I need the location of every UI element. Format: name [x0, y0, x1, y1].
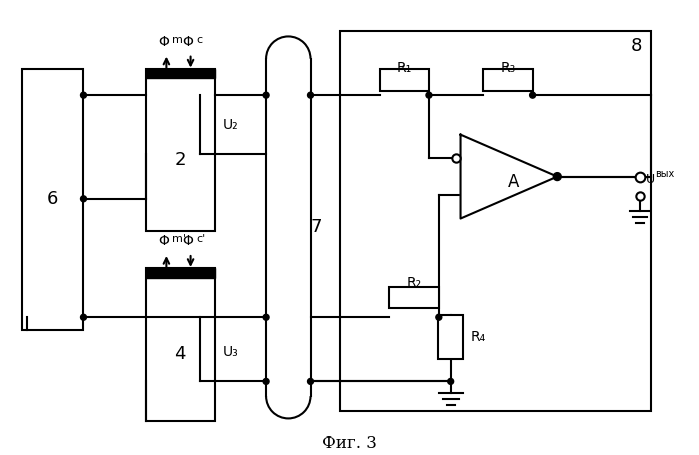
Text: Φ: Φ: [158, 35, 169, 49]
Text: 6: 6: [48, 190, 59, 208]
Bar: [22, 69, 83, 330]
Text: Φ: Φ: [182, 234, 193, 248]
Bar: [145, 69, 215, 78]
Text: 8: 8: [630, 37, 642, 55]
Text: c': c': [196, 234, 206, 244]
Text: A: A: [508, 172, 519, 191]
Text: U: U: [646, 173, 655, 186]
Text: 4: 4: [175, 345, 186, 363]
Circle shape: [426, 92, 432, 98]
Circle shape: [554, 172, 561, 181]
Circle shape: [448, 379, 454, 384]
Bar: [438, 315, 463, 359]
Circle shape: [263, 314, 269, 320]
Circle shape: [436, 314, 442, 320]
Text: вых: вых: [655, 168, 675, 178]
Bar: [145, 69, 215, 232]
Circle shape: [80, 196, 87, 202]
Text: Фиг. 3: Фиг. 3: [322, 435, 377, 452]
Text: R₂: R₂: [407, 276, 421, 290]
Bar: [145, 268, 215, 421]
Text: R₄: R₄: [470, 330, 486, 344]
Bar: [483, 70, 533, 91]
Text: R₁: R₁: [396, 61, 412, 75]
Text: 7: 7: [310, 218, 322, 237]
Bar: [145, 268, 215, 278]
Text: R₃: R₃: [500, 61, 516, 75]
Bar: [340, 31, 651, 411]
Text: m: m: [173, 35, 183, 45]
Text: 2: 2: [175, 151, 186, 169]
Text: U₂: U₂: [223, 118, 238, 132]
Circle shape: [308, 379, 313, 384]
Text: Φ: Φ: [182, 35, 193, 49]
Circle shape: [80, 314, 87, 320]
Circle shape: [80, 92, 87, 98]
Polygon shape: [461, 135, 557, 218]
Circle shape: [308, 92, 313, 98]
Text: Φ: Φ: [158, 234, 169, 248]
Bar: [389, 287, 439, 308]
Bar: [268, 0, 309, 81]
Circle shape: [263, 92, 269, 98]
Circle shape: [263, 379, 269, 384]
Bar: [380, 70, 429, 91]
Text: c: c: [196, 35, 203, 45]
Circle shape: [530, 92, 535, 98]
Text: U₃: U₃: [223, 345, 238, 359]
Text: m': m': [173, 234, 187, 244]
